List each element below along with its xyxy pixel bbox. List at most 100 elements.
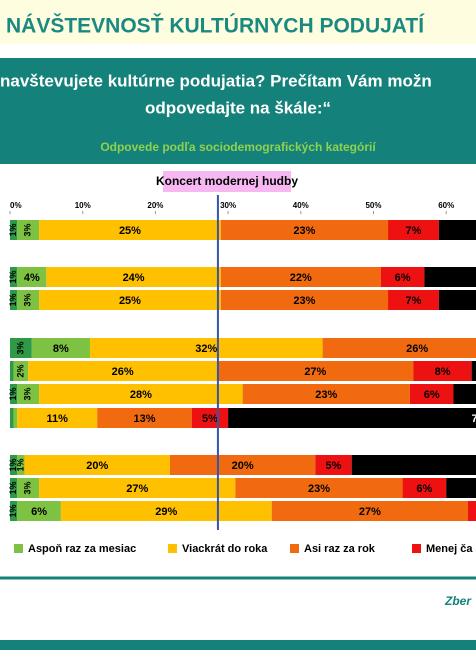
- data-label: 1%: [8, 458, 18, 471]
- data-label: 7%: [406, 225, 422, 237]
- bar-segment: [10, 220, 18, 240]
- bar-segment: [89, 338, 323, 358]
- bar-segment: [10, 408, 14, 428]
- bar-segment: [10, 455, 18, 475]
- data-label: 3%: [15, 341, 25, 354]
- bar-segment: [39, 478, 236, 498]
- data-label: 1%: [8, 270, 18, 283]
- data-label: 22%: [290, 272, 312, 284]
- data-label: 3%: [23, 481, 33, 494]
- legend-label: Aspoň raz za mesiac: [28, 543, 136, 555]
- data-label: 25%: [119, 295, 141, 307]
- data-label: 25%: [119, 225, 141, 237]
- x-tick-label: 10%: [75, 201, 91, 210]
- data-label: 1%: [8, 223, 18, 236]
- data-label: 23%: [293, 225, 315, 237]
- data-label: 3%: [23, 223, 33, 236]
- x-tick-label: 0%: [10, 201, 22, 210]
- data-label: 1%: [8, 481, 18, 494]
- data-label: 3%: [23, 293, 33, 306]
- bar-segment: [28, 361, 218, 381]
- bar-segment: [242, 384, 410, 404]
- legend-swatch: [168, 544, 177, 553]
- data-label: 5%: [326, 460, 342, 472]
- bar-segment: [468, 501, 476, 521]
- data-label: 1%: [15, 458, 25, 471]
- title-band: [0, 0, 476, 44]
- data-label: 1%: [8, 293, 18, 306]
- data-label: 8%: [435, 366, 451, 378]
- data-label: 23%: [308, 483, 330, 495]
- x-tick-label: 20%: [147, 201, 163, 210]
- data-label: 8%: [53, 343, 69, 355]
- bar-segment: [10, 478, 18, 498]
- bar-segment: [413, 361, 472, 381]
- bar-segment: [13, 361, 29, 381]
- data-label: 6%: [416, 483, 432, 495]
- data-label: 23%: [293, 295, 315, 307]
- chart-title-box: [163, 171, 291, 192]
- bar-segment: [424, 267, 476, 287]
- bar-segment: [17, 384, 40, 404]
- x-tick-label: 50%: [365, 201, 381, 210]
- bar-segment: [315, 455, 352, 475]
- bar-segment: [17, 220, 40, 240]
- data-label: 70%: [472, 413, 476, 425]
- data-label: 1%: [8, 387, 18, 400]
- bar-segment: [17, 455, 25, 475]
- bar-segment: [191, 408, 229, 428]
- x-tick-label: 60%: [438, 201, 454, 210]
- data-label: 11%: [47, 413, 69, 425]
- bar-segment: [409, 384, 454, 404]
- x-tick-label: 30%: [220, 201, 236, 210]
- bar-segment: [17, 290, 40, 310]
- bar-segment: [10, 290, 18, 310]
- bar-segment: [31, 338, 90, 358]
- data-label: 20%: [232, 460, 254, 472]
- question-line: odpovedajte na škále:“: [145, 98, 331, 117]
- bar-segment: [438, 220, 476, 240]
- data-label: 26%: [112, 366, 134, 378]
- bar-segment: [13, 408, 18, 428]
- bar-segment: [97, 408, 192, 428]
- bar-segment: [228, 408, 476, 428]
- subtitle: Odpovede podľa sociodemografických kateg…: [100, 140, 376, 154]
- bar-segment: [17, 501, 61, 521]
- bar-segment: [10, 361, 14, 381]
- legend-swatch: [412, 544, 421, 553]
- bar-segment: [402, 478, 447, 498]
- bar-segment: [351, 455, 476, 475]
- legend-swatch: [290, 544, 299, 553]
- data-label: 3%: [23, 387, 33, 400]
- bar-segment: [10, 338, 32, 358]
- bar-segment: [10, 267, 18, 287]
- bar-segment: [271, 501, 469, 521]
- data-label: 24%: [123, 272, 145, 284]
- legend-swatch: [14, 544, 23, 553]
- legend-label: Menej ča: [426, 543, 473, 555]
- bar-segment: [438, 290, 476, 310]
- bar-segment: [39, 290, 221, 310]
- data-label: 29%: [155, 506, 177, 518]
- bar-segment: [24, 455, 170, 475]
- bar-segment: [10, 384, 18, 404]
- question-band: [0, 58, 476, 164]
- data-label: 4%: [24, 272, 40, 284]
- bar-segment: [322, 338, 476, 358]
- bar-segment: [388, 220, 439, 240]
- data-label: 20%: [86, 460, 108, 472]
- data-label: 26%: [406, 343, 428, 355]
- data-label: 27%: [359, 506, 381, 518]
- x-tick-label: 40%: [293, 201, 309, 210]
- bar-segment: [235, 478, 403, 498]
- bar-segment: [446, 478, 476, 498]
- data-label: 2%: [15, 364, 25, 377]
- footer-text: Zber: [444, 594, 472, 608]
- bar-segment: [39, 220, 221, 240]
- bar-segment: [471, 361, 476, 381]
- bar-segment: [380, 267, 425, 287]
- data-label: 27%: [304, 366, 326, 378]
- data-label: 5%: [202, 413, 218, 425]
- bar-segment: [388, 290, 439, 310]
